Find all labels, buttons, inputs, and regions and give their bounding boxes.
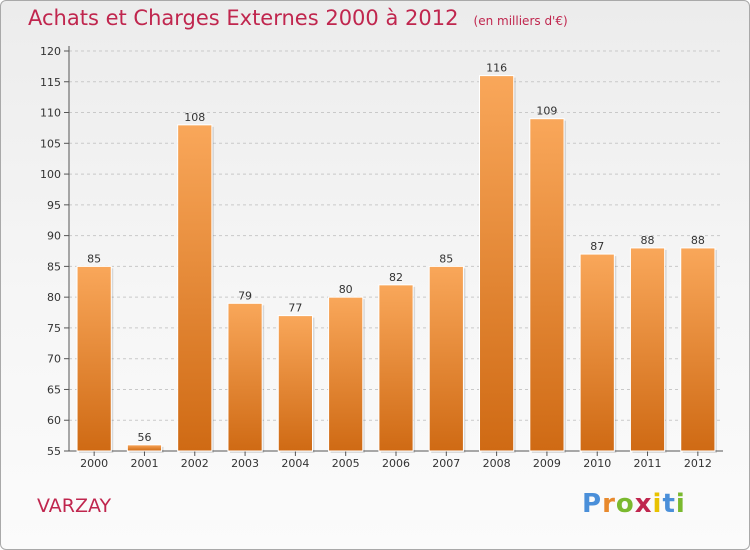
y-tick-label: 85 [47, 260, 61, 273]
x-tick-label-2007: 2007 [432, 457, 460, 470]
bar-2008 [479, 75, 515, 452]
bar-2001 [126, 444, 163, 452]
y-tick-label: 60 [47, 414, 61, 427]
bar-2009 [529, 118, 565, 452]
x-tick-label-2008: 2008 [483, 457, 511, 470]
place-name: VARZAY [37, 495, 112, 517]
y-tick-label: 95 [47, 199, 61, 212]
bar-2012 [680, 247, 716, 452]
data-label-2002: 108 [184, 111, 205, 124]
data-label-2008: 116 [486, 62, 507, 75]
y-tick-label: 75 [47, 322, 61, 335]
bar-2006 [378, 284, 414, 452]
chart-title: Achats et Charges Externes 2000 à 2012 [28, 6, 459, 30]
y-tick-label: 65 [47, 383, 61, 396]
data-label-2009: 109 [536, 105, 557, 118]
y-tick-label: 120 [40, 45, 61, 58]
bar-2010 [579, 253, 615, 452]
data-label-2001: 56 [137, 431, 151, 444]
proxiti-logo: Proxiti [582, 489, 686, 519]
bar-2000 [76, 265, 112, 452]
x-tick-label-2003: 2003 [231, 457, 259, 470]
y-tick-label: 70 [47, 353, 61, 366]
data-label-2007: 85 [439, 252, 453, 265]
data-labels: 85 56 108 79 77 80 82 85 116 109 87 88 88 [87, 62, 705, 444]
data-label-2004: 77 [288, 302, 302, 315]
chart-unit-note: (en milliers d'€) [473, 14, 568, 28]
x-tick-label-2009: 2009 [533, 457, 561, 470]
bars [76, 75, 717, 453]
y-tick-label: 100 [40, 168, 61, 181]
x-tick-label-2002: 2002 [181, 457, 209, 470]
data-label-2012: 88 [691, 234, 705, 247]
y-tick-label: 80 [47, 291, 61, 304]
x-tick-label-2006: 2006 [382, 457, 410, 470]
axes: 55 60 65 70 75 80 85 90 95 100 105 110 115 120 2000 200… [40, 45, 723, 470]
x-tick-label-2001: 2001 [130, 457, 158, 470]
y-tick-label: 90 [47, 230, 61, 243]
bar-2007 [428, 265, 464, 452]
x-tick-label-2004: 2004 [281, 457, 309, 470]
bar-2002 [177, 124, 213, 452]
data-label-2011: 88 [641, 234, 655, 247]
y-tick-label: 105 [40, 137, 61, 150]
bar-2003 [227, 302, 263, 452]
x-tick-label-2010: 2010 [583, 457, 611, 470]
y-tick-label: 55 [47, 445, 61, 458]
bar-2005 [328, 296, 364, 452]
y-tick-label: 110 [40, 107, 61, 120]
x-tick-label-2000: 2000 [80, 457, 108, 470]
bar-2004 [277, 315, 313, 452]
data-label-2003: 79 [238, 289, 252, 302]
data-label-2005: 80 [339, 283, 353, 296]
data-label-2006: 82 [389, 271, 403, 284]
x-tick-label-2012: 2012 [684, 457, 712, 470]
bar-2011 [629, 247, 666, 452]
chart-title-block: Achats et Charges Externes 2000 à 2012 (… [28, 6, 568, 30]
x-tick-label-2005: 2005 [332, 457, 360, 470]
data-label-2000: 85 [87, 252, 101, 265]
x-tick-label-2011: 2011 [634, 457, 662, 470]
data-label-2010: 87 [590, 240, 604, 253]
y-tick-label: 115 [40, 76, 61, 89]
